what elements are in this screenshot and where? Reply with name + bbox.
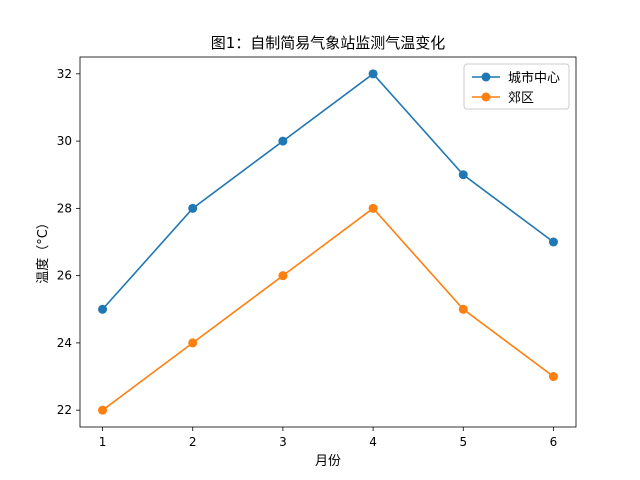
y-axis-label: 温度（°C）	[35, 216, 51, 284]
series-1-point-3	[368, 203, 378, 213]
series-1-point-0	[98, 405, 108, 415]
series-1-point-1	[188, 338, 198, 348]
series-line-1	[102, 207, 554, 411]
y-tick-label-1: 24	[57, 336, 72, 350]
plot-frame	[79, 56, 577, 428]
y-tick-label-4: 30	[57, 134, 72, 148]
series-0-point-3	[368, 69, 378, 79]
chart-title: 图1：自制简易气象站监测气温变化	[211, 34, 446, 52]
x-tick-label-5: 6	[550, 435, 558, 449]
series-1-point-4	[458, 304, 468, 314]
series-0-point-5	[548, 237, 558, 247]
legend-label-1: 郊区	[508, 90, 534, 106]
x-tick-label-2: 3	[279, 435, 287, 449]
x-tick-label-0: 1	[99, 435, 107, 449]
legend-marker-1	[481, 92, 491, 102]
y-tick-label-5: 32	[57, 67, 72, 81]
y-tick-label-3: 28	[57, 201, 72, 215]
series-0-point-1	[188, 203, 198, 213]
x-tick-label-1: 2	[189, 435, 197, 449]
x-tick-label-3: 4	[369, 435, 377, 449]
legend-label-0: 城市中心	[508, 70, 560, 86]
x-tick-label-4: 5	[459, 435, 467, 449]
series-0-point-2	[278, 136, 288, 146]
plot-area: 1 2 3 4 5 6 22 24 26 28 30 32	[57, 56, 577, 449]
y-tick-label-2: 26	[57, 269, 72, 283]
series-0-point-4	[458, 170, 468, 180]
y-tick-label-0: 22	[57, 403, 72, 417]
x-axis-label: 月份	[315, 454, 341, 469]
series-line-0	[101, 72, 554, 310]
series-0-point-0	[98, 304, 108, 314]
series-1-point-2	[278, 271, 288, 281]
series-1-point-5	[548, 372, 558, 382]
legend-marker-0	[481, 72, 491, 82]
